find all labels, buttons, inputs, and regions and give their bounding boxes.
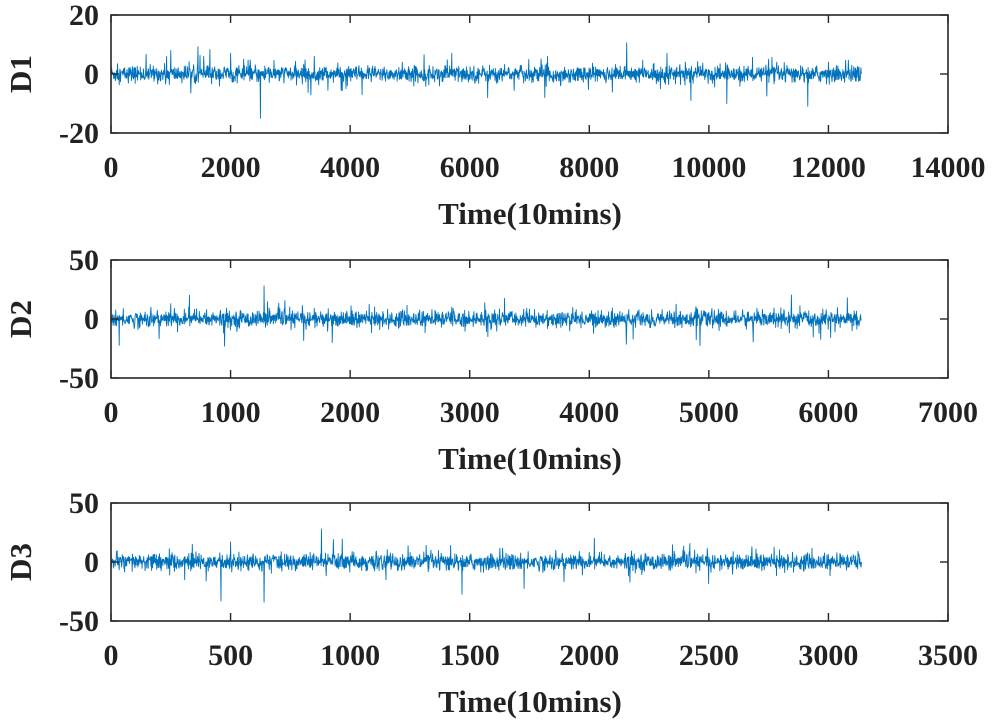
x-tick-label-d2: 7000 [918,396,978,429]
y-tick-label-d2: -50 [59,362,99,395]
x-tick-label-d1: 8000 [559,151,619,184]
x-tick-label-d3: 2500 [679,639,739,672]
series-line-d2 [110,285,862,347]
x-tick-label-d1: 14000 [911,151,986,184]
x-tick-label-d3: 500 [208,639,253,672]
x-ticks-d1: 0 2000 4000 6000 8000 10000 12000 14000 [104,15,986,184]
y-tick-label-d3: 0 [84,546,99,579]
y-tick-label-d1: 0 [84,58,99,91]
y-ticks-d2: -50 0 50 [59,244,948,395]
y-tick-label-d2: 50 [69,244,99,277]
panel-d1: 0 2000 4000 6000 8000 10000 12000 14000 -20020 … [3,0,986,231]
x-tick-label-d1: 12000 [791,151,866,184]
y-tick-label-d3: 50 [69,487,99,520]
x-tick-label-d3: 3000 [798,639,858,672]
y-axis-label-d3: D3 [3,543,38,581]
y-tick-label-d3: -50 [59,605,99,638]
x-tick-label-d3: 2000 [559,639,619,672]
x-tick-label-d2: 6000 [798,396,858,429]
y-axis-label-d1: D1 [3,55,38,93]
x-tick-label-d1: 2000 [201,151,261,184]
x-tick-label-d2: 0 [104,396,119,429]
x-tick-label-d1: 4000 [320,151,380,184]
x-tick-label-d2: 3000 [440,396,500,429]
y-ticks-d1: -20 0 20 [59,0,948,150]
series-line-d1 [110,42,862,119]
x-tick-label-d2: 2000 [320,396,380,429]
x-tick-label-d3: 0 [104,639,119,672]
x-tick-label-d2: 4000 [559,396,619,429]
x-axis-label-d3: Time(10mins) [438,684,622,719]
x-tick-label-d2: 1000 [201,396,261,429]
x-ticks-d2: 0 1000 2000 3000 4000 5000 6000 7000 [104,260,978,429]
x-ticks-d3: 0 500 1000 1500 2000 2500 3000 3500 [104,503,978,672]
y-ticks-d3: -50 0 50 [59,487,948,638]
x-tick-label-d3: 1000 [320,639,380,672]
x-tick-label-d1: 0 [104,151,119,184]
series-d3 [110,528,862,603]
series-d1 [110,42,862,119]
x-tick-label-d3: 1500 [440,639,500,672]
x-axis-label-d2: Time(10mins) [438,441,622,476]
y-tick-label-d1: 20 [69,0,99,32]
x-tick-label-d1: 6000 [440,151,500,184]
x-tick-label-d1: 10000 [671,151,746,184]
y-tick-label-d1: -20 [59,117,99,150]
y-tick-label-d2: 0 [84,303,99,336]
x-axis-label-d1: Time(10mins) [438,196,622,231]
series-line-d3 [110,528,862,603]
series-d2 [110,285,862,347]
x-tick-label-d2: 5000 [679,396,739,429]
y-axis-label-d2: D2 [3,300,38,338]
x-tick-label-d3: 3500 [918,639,978,672]
